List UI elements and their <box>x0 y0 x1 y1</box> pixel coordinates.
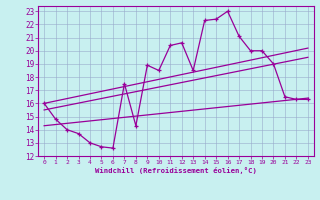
X-axis label: Windchill (Refroidissement éolien,°C): Windchill (Refroidissement éolien,°C) <box>95 167 257 174</box>
